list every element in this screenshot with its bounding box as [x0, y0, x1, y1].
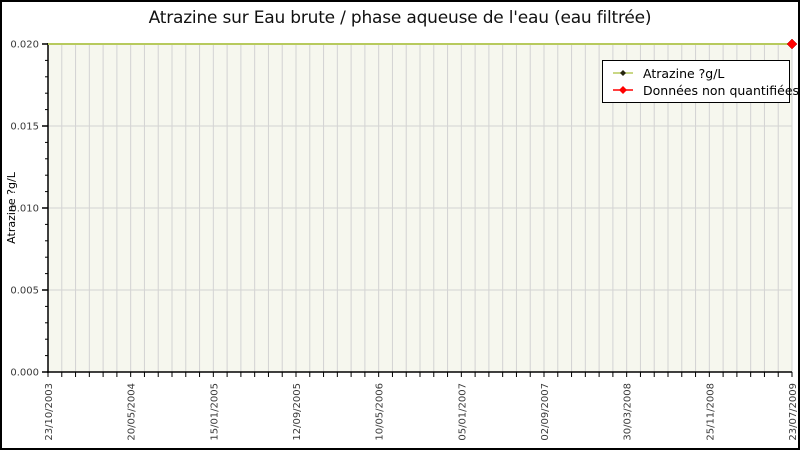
x-tick-label: 15/01/2005 [209, 383, 220, 441]
legend-label-non-quantified: Données non quantifiées [643, 82, 800, 98]
legend: Atrazine ?g/L Données non quantifiées [602, 60, 798, 103]
legend-label-atrazine: Atrazine ?g/L [643, 65, 725, 81]
legend-diamond-atrazine [620, 70, 626, 76]
x-tick-label: 25/11/2008 [705, 383, 716, 441]
non-quantified-point [786, 38, 798, 50]
legend-diamond-nq [619, 86, 627, 94]
y-tick-label: 0.000 [10, 368, 39, 379]
x-tick-label: 23/10/2003 [44, 383, 55, 441]
y-tick-label: 0.010 [10, 204, 39, 215]
y-axis-label: Atrazine ?g/L [5, 171, 18, 244]
y-tick-label: 0.005 [10, 286, 39, 297]
legend-item-non-quantified: Données non quantifiées [611, 83, 798, 98]
legend-item-atrazine: Atrazine ?g/L [611, 66, 789, 81]
x-tick-label: 20/05/2004 [127, 383, 138, 441]
non-quantified-marker-icon [613, 86, 633, 94]
x-tick-label: 30/03/2008 [623, 383, 634, 441]
series-marker-icon [613, 70, 633, 76]
y-tick-label: 0.020 [10, 40, 39, 51]
x-tick-label: 23/07/2009 [788, 383, 799, 441]
y-tick-label: 0.015 [10, 122, 39, 133]
x-tick-label: 10/05/2006 [375, 383, 386, 441]
x-tick-label: 02/09/2007 [540, 383, 551, 441]
chart-title: Atrazine sur Eau brute / phase aqueuse d… [148, 8, 652, 28]
x-tick-label: 05/01/2007 [457, 383, 468, 441]
x-tick-label: 12/09/2005 [292, 383, 303, 441]
